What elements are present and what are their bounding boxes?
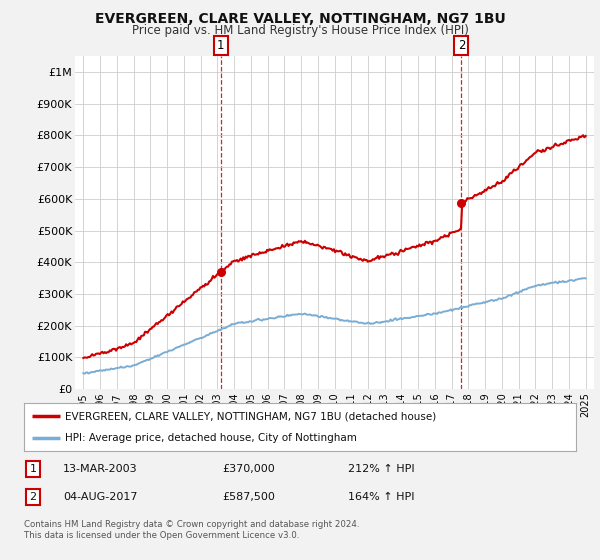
Text: 1: 1	[29, 464, 37, 474]
Text: 212% ↑ HPI: 212% ↑ HPI	[348, 464, 415, 474]
Text: 13-MAR-2003: 13-MAR-2003	[63, 464, 137, 474]
Text: 2: 2	[458, 39, 465, 52]
Text: EVERGREEN, CLARE VALLEY, NOTTINGHAM, NG7 1BU: EVERGREEN, CLARE VALLEY, NOTTINGHAM, NG7…	[95, 12, 505, 26]
Text: 164% ↑ HPI: 164% ↑ HPI	[348, 492, 415, 502]
Text: 1: 1	[217, 39, 224, 52]
Text: £587,500: £587,500	[222, 492, 275, 502]
Text: EVERGREEN, CLARE VALLEY, NOTTINGHAM, NG7 1BU (detached house): EVERGREEN, CLARE VALLEY, NOTTINGHAM, NG7…	[65, 411, 437, 421]
Text: 04-AUG-2017: 04-AUG-2017	[63, 492, 137, 502]
Text: Contains HM Land Registry data © Crown copyright and database right 2024.
This d: Contains HM Land Registry data © Crown c…	[24, 520, 359, 540]
Text: 2: 2	[29, 492, 37, 502]
Text: Price paid vs. HM Land Registry's House Price Index (HPI): Price paid vs. HM Land Registry's House …	[131, 24, 469, 36]
Text: £370,000: £370,000	[222, 464, 275, 474]
Text: HPI: Average price, detached house, City of Nottingham: HPI: Average price, detached house, City…	[65, 433, 357, 443]
